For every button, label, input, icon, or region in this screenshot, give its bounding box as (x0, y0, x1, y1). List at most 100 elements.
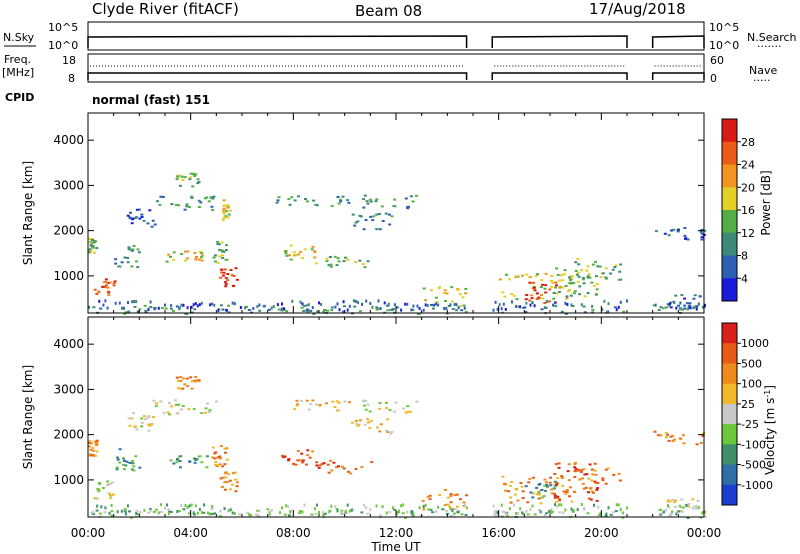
echo-cell (448, 505, 452, 508)
echo-cell (222, 250, 226, 253)
ground-scatter-cell (513, 503, 515, 507)
echo-cell (315, 461, 319, 464)
echo-cell (543, 287, 547, 290)
echo-cell (386, 304, 390, 307)
ground-scatter-cell (504, 307, 507, 311)
echo-cell (695, 305, 699, 308)
echo-cell (167, 253, 171, 256)
echo-cell (333, 255, 337, 258)
echo-cell (147, 415, 151, 418)
echo-cell (178, 387, 182, 390)
echo-cell (93, 440, 97, 443)
echo-cell (419, 515, 423, 518)
echo-cell (557, 462, 561, 465)
echo-cell (137, 251, 141, 254)
echo-cell (699, 442, 703, 444)
echo-cell (189, 376, 193, 379)
echo-cell (695, 443, 699, 446)
echo-cell (370, 461, 374, 464)
echo-cell (116, 456, 119, 459)
echo-cell (123, 312, 127, 315)
echo-cell (225, 447, 229, 450)
echo-cell (366, 403, 370, 406)
echo-cell (390, 430, 394, 433)
ground-scatter-cell (305, 308, 308, 312)
echo-cell (125, 460, 129, 463)
echo-cell (441, 508, 445, 511)
echo-cell (385, 407, 389, 410)
echo-cell (700, 232, 704, 235)
ground-scatter-cell (406, 302, 409, 306)
echo-cell (309, 403, 313, 406)
echo-cell (194, 256, 198, 259)
echo-cell (177, 510, 181, 513)
ground-scatter-cell (192, 303, 195, 307)
ground-scatter-cell (580, 303, 583, 307)
echo-cell (621, 516, 625, 519)
ground-scatter-cell (180, 503, 183, 507)
echo-cell (226, 204, 230, 207)
ground-scatter-cell (192, 511, 195, 515)
ground-scatter-cell (597, 505, 600, 509)
echo-cell (683, 227, 687, 229)
ground-scatter-cell (582, 506, 585, 510)
echo-cell (300, 306, 304, 309)
echo-cell (340, 509, 344, 512)
echo-cell (453, 494, 457, 496)
echo-cell (552, 487, 556, 490)
echo-cell (314, 512, 318, 515)
echo-cell (585, 473, 589, 476)
freq-label: Freq. (4, 53, 31, 66)
echo-cell (571, 275, 574, 278)
echo-cell (329, 263, 333, 266)
echo-cell (128, 217, 132, 220)
echo-cell (89, 244, 93, 247)
ground-scatter-cell (564, 301, 567, 305)
echo-cell (537, 491, 541, 494)
echo-cell (521, 497, 525, 499)
ground-scatter-cell (196, 304, 199, 308)
echo-cell (188, 178, 192, 181)
ground-scatter-cell (697, 506, 700, 510)
ground-scatter-cell (147, 307, 150, 311)
ground-scatter-cell (679, 505, 682, 509)
echo-cell (189, 172, 193, 175)
echo-cell (231, 285, 235, 288)
echo-cell (224, 249, 228, 251)
echo-cell (213, 512, 217, 515)
freq-line (87, 72, 468, 80)
echo-cell (329, 265, 333, 268)
echo-cell (208, 409, 212, 412)
echo-cell (303, 304, 307, 307)
ground-scatter-cell (543, 306, 546, 310)
echo-cell (406, 410, 410, 413)
echo-cell (89, 249, 93, 252)
echo-cell (446, 496, 450, 499)
echo-cell (158, 203, 162, 206)
echo-cell (149, 306, 153, 308)
echo-cell (104, 284, 108, 287)
echo-cell (185, 203, 189, 206)
echo-cell (189, 176, 193, 179)
echo-cell (175, 305, 179, 308)
echo-cell (220, 268, 224, 271)
echo-cell (679, 438, 683, 441)
echo-cell (148, 508, 152, 511)
echo-cell (153, 223, 157, 226)
echo-cell (543, 302, 547, 304)
echo-cell (205, 196, 209, 199)
echo-cell (232, 472, 235, 475)
echo-cell (527, 481, 531, 484)
echo-cell (410, 510, 414, 513)
echo-cell (455, 309, 459, 312)
ground-scatter-cell (348, 509, 351, 513)
echo-cell (671, 499, 674, 501)
ground-scatter-cell (196, 511, 199, 515)
echo-cell (134, 425, 137, 428)
echo-cell (558, 499, 562, 502)
echo-cell (210, 508, 214, 510)
colorbar-tick-label: -25 (741, 418, 759, 431)
echo-cell (368, 427, 372, 430)
echo-cell (175, 376, 179, 379)
ground-scatter-cell (572, 509, 575, 513)
